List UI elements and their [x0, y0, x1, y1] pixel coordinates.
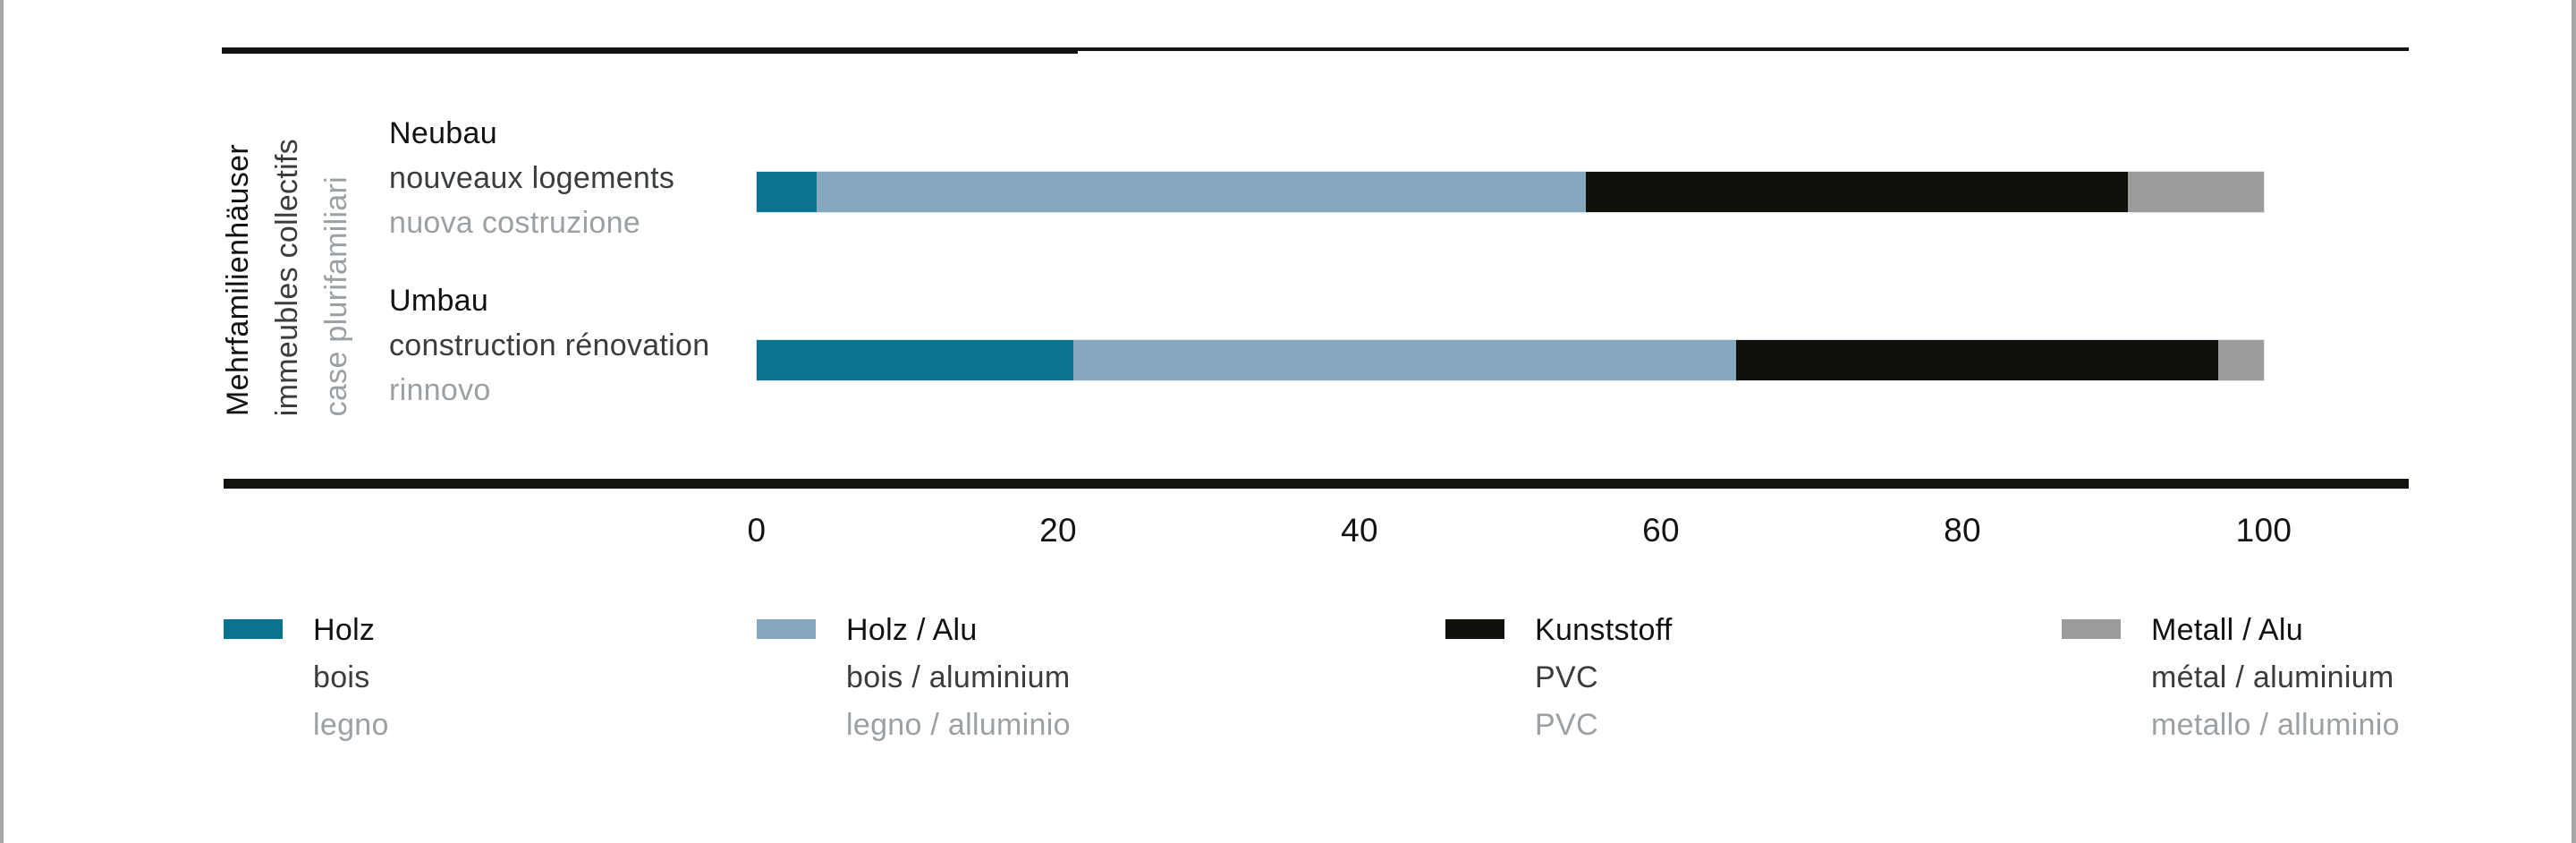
- top-rule-thin-segment: [1078, 47, 2409, 51]
- row-label-umbau-fr: construction rénovation: [389, 328, 710, 362]
- bar-neubau-segment-kunststoff: [1585, 172, 2129, 212]
- legend-swatch-metall-alu: [2062, 619, 2121, 639]
- legend-holz-alu-label-it: legno / alluminio: [846, 708, 1071, 742]
- row-label-umbau-it: rinnovo: [389, 373, 491, 407]
- legend-metall-alu-label-it: metallo / alluminio: [2151, 708, 2400, 742]
- row-label-neubau-de: Neubau: [389, 116, 497, 150]
- bar-neubau-segment-metall-alu: [2128, 172, 2264, 212]
- x-tick-0: 0: [747, 512, 767, 549]
- group-label-fr: immeubles collectifs: [270, 138, 304, 416]
- bar-neubau: [756, 171, 2265, 213]
- legend-holz-label-de: Holz: [313, 613, 376, 647]
- legend-holz-alu-label-fr: bois / aluminium: [846, 660, 1071, 694]
- x-tick-40: 40: [1341, 512, 1378, 549]
- bar-neubau-segment-holz-alu: [817, 172, 1586, 212]
- row-label-neubau: Neubau nouveaux logements nuova costruzion…: [389, 111, 747, 245]
- y-axis-group-label: Mehrfamilienhäuser immeubles collectifs …: [217, 121, 357, 416]
- legend-kunststoff-label-it: PVC: [1535, 708, 1598, 742]
- legend-swatch-kunststoff: [1445, 619, 1504, 639]
- group-label-it: case plurifamiliari: [319, 175, 353, 416]
- bar-neubau-segment-holz: [757, 172, 818, 212]
- legend-metall-alu-label-fr: métal / aluminium: [2151, 660, 2394, 694]
- x-axis-line: [224, 479, 2409, 489]
- legend-text-metall-alu: Metall / Alu métal / aluminium metallo / a…: [2151, 607, 2400, 749]
- row-label-neubau-it: nuova costruzione: [389, 206, 641, 240]
- legend-text-kunststoff: Kunststoff PVC PVC: [1535, 607, 1673, 749]
- bar-umbau: [756, 339, 2265, 381]
- page-left-edge-line: [0, 0, 4, 843]
- group-label-de: Mehrfamilienhäuser: [221, 144, 255, 416]
- row-label-umbau-de: Umbau: [389, 284, 489, 318]
- legend-metall-alu-label-de: Metall / Alu: [2151, 613, 2303, 647]
- x-tick-100: 100: [2235, 512, 2292, 549]
- legend-holz-alu-label-de: Holz / Alu: [846, 613, 978, 647]
- legend-kunststoff-label-de: Kunststoff: [1535, 613, 1673, 647]
- legend-text-holz-alu: Holz / Alu bois / aluminium legno / allumi…: [846, 607, 1071, 749]
- legend-swatch-holz: [224, 619, 283, 639]
- bar-umbau-segment-holz-alu: [1072, 340, 1737, 380]
- top-rule-thick-segment: [222, 47, 1078, 54]
- x-tick-60: 60: [1642, 512, 1680, 549]
- bar-umbau-segment-metall-alu: [2218, 340, 2264, 380]
- x-tick-80: 80: [1944, 512, 1981, 549]
- legend-holz-label-fr: bois: [313, 660, 370, 694]
- legend-swatch-holz-alu: [757, 619, 816, 639]
- page-right-edge-line: [2572, 0, 2576, 843]
- legend-text-holz: Holz bois legno: [313, 607, 389, 749]
- row-label-neubau-fr: nouveaux logements: [389, 161, 675, 195]
- bar-umbau-segment-holz: [757, 340, 1073, 380]
- legend-holz-label-it: legno: [313, 708, 389, 742]
- top-rule: [222, 47, 2409, 55]
- legend-kunststoff-label-fr: PVC: [1535, 660, 1598, 694]
- x-tick-20: 20: [1039, 512, 1077, 549]
- bar-umbau-segment-kunststoff: [1736, 340, 2219, 380]
- row-label-umbau: Umbau construction rénovation rinnovo: [389, 278, 747, 413]
